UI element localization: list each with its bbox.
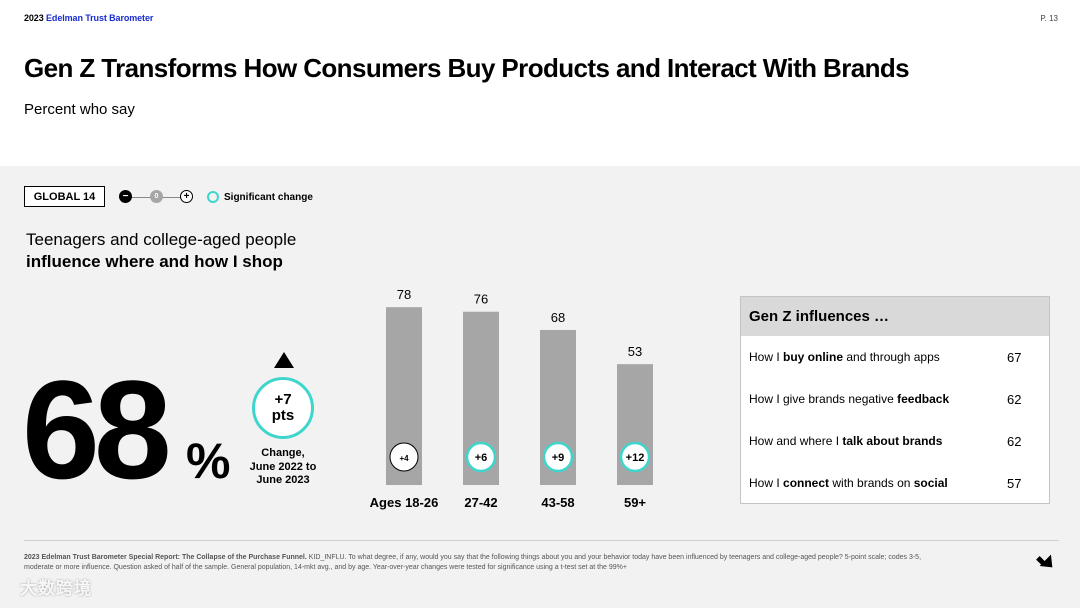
significant-label: Significant change	[224, 191, 313, 203]
change-label: +6	[475, 452, 488, 464]
panel-row-value: 67	[1007, 349, 1022, 365]
headline-change-label: Change, June 2022 to June 2023	[249, 447, 317, 486]
minus-icon: −	[119, 190, 132, 203]
page-number: P. 13	[1040, 14, 1058, 23]
headline-change: +7 pts	[252, 377, 314, 439]
panel-row-label: How and where I talk about brands	[749, 434, 943, 448]
category-label: 27-42	[464, 495, 497, 510]
panel-row-label: How I buy online and through apps	[749, 350, 940, 364]
plus-icon: +	[180, 190, 193, 203]
gen-z-influences-panel: Gen Z influences … How I buy online and …	[740, 296, 1050, 504]
headline-unit: %	[186, 433, 231, 489]
panel-row: How and where I talk about brands 62	[741, 420, 1049, 462]
page-subtitle: Percent who say	[24, 101, 135, 118]
headline-value: 68	[22, 351, 172, 508]
change-circle	[542, 441, 574, 473]
statement-line-1: Teenagers and college-aged people	[26, 230, 297, 249]
change-scale-legend: − 0 +	[119, 190, 195, 204]
brand-year: 2023	[24, 13, 44, 23]
brand-label: 2023 Edelman Trust Barometer	[24, 13, 153, 23]
change-label: +4	[399, 454, 409, 463]
panel-row-label: How I connect with brands on social	[749, 476, 948, 490]
panel-row: How I give brands negative feedback 62	[741, 378, 1049, 420]
bar-value-label: 78	[397, 287, 411, 302]
panel-row: How I connect with brands on social 57	[741, 462, 1049, 504]
change-circle	[465, 441, 497, 473]
bar-value-label: 53	[628, 344, 642, 359]
panel-row-value: 62	[1007, 391, 1022, 407]
footer-divider	[24, 540, 1059, 541]
header-area: 2023 Edelman Trust Barometer P. 13 Gen Z…	[0, 0, 1080, 166]
bar-value-label: 68	[551, 310, 565, 325]
page-title: Gen Z Transforms How Consumers Buy Produ…	[24, 53, 910, 83]
footnote: 2023 Edelman Trust Barometer Special Rep…	[24, 554, 922, 571]
statement-line-2: influence where and how I shop	[26, 252, 283, 271]
significant-change-legend: Significant change	[207, 191, 313, 203]
category-label: Ages 18-26	[370, 495, 439, 510]
global-badge: GLOBAL 14	[24, 186, 105, 207]
change-label: +12	[626, 452, 645, 464]
change-circle	[619, 441, 651, 473]
significant-ring-icon	[207, 191, 219, 203]
age-bar-chart: 78 +4 Ages 18-26 76 +6 27-42 68 +9 43-58 53 +12 59+	[370, 287, 653, 510]
next-arrow-icon[interactable]	[1036, 551, 1056, 571]
watermark: 大数跨境	[20, 579, 92, 598]
up-arrow-icon	[274, 352, 294, 368]
bar-value-label: 76	[474, 292, 488, 307]
panel-row: How I buy online and through apps 67	[741, 336, 1049, 378]
zero-icon: 0	[150, 190, 163, 203]
panel-row-value: 57	[1007, 475, 1022, 491]
category-label: 43-58	[541, 495, 574, 510]
panel-row-value: 62	[1007, 433, 1022, 449]
category-label: 59+	[624, 495, 646, 510]
brand-name: Edelman Trust Barometer	[46, 13, 154, 23]
panel-title: Gen Z influences …	[741, 297, 1049, 336]
change-circle	[389, 442, 419, 472]
change-label: +9	[552, 452, 565, 464]
panel-row-label: How I give brands negative feedback	[749, 392, 950, 406]
